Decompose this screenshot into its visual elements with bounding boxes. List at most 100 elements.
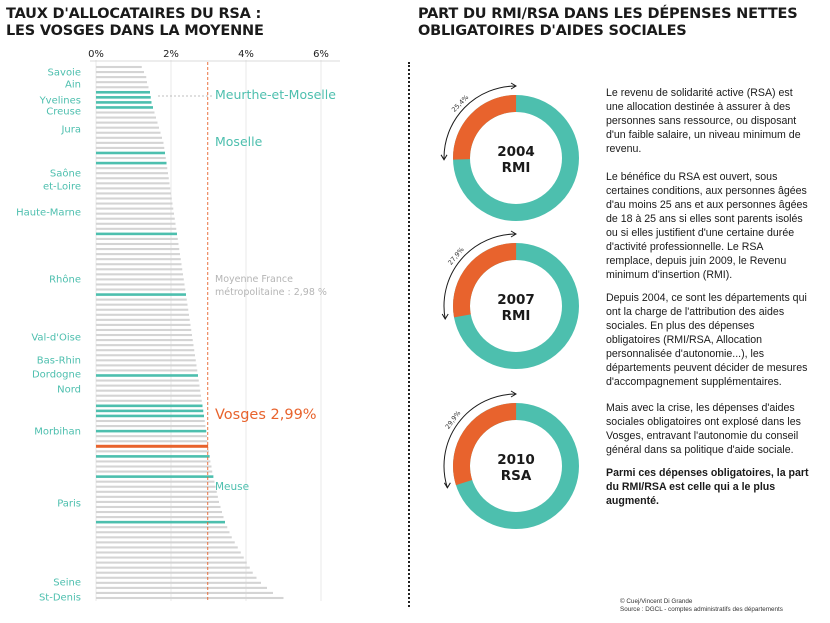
bar <box>96 596 284 600</box>
bar <box>96 268 183 271</box>
tick-label: 0% <box>88 49 104 60</box>
department-label: Ain <box>65 80 81 91</box>
bar <box>96 354 195 357</box>
department-label: Val-d'Oise <box>31 333 81 344</box>
arrowhead <box>441 313 449 321</box>
bar <box>96 288 186 291</box>
share-arc <box>443 85 517 160</box>
bar <box>96 379 199 382</box>
donut-share-segment <box>453 95 579 221</box>
reference-label-line2: métropolitaine : 2,98 % <box>215 287 327 298</box>
bar <box>96 333 192 337</box>
donut-hole <box>470 420 562 512</box>
bar <box>96 263 182 266</box>
bar <box>96 121 158 124</box>
credit-text: © Cuej/Vincent Di Grande <box>620 598 693 605</box>
bar <box>96 141 164 144</box>
bar <box>96 258 181 261</box>
bar <box>96 425 206 428</box>
bar <box>96 490 217 493</box>
department-label: Haute-Marne <box>16 208 81 219</box>
bar <box>96 151 165 155</box>
arrowhead <box>510 230 517 238</box>
bar <box>96 298 187 301</box>
bar <box>96 156 166 160</box>
bar <box>96 86 149 89</box>
bar <box>96 465 212 468</box>
bar <box>96 323 191 326</box>
share-label: 29,9% <box>444 409 463 430</box>
department-label: Morbihan <box>34 427 81 438</box>
donut-type-label: RMI <box>502 160 531 176</box>
bar <box>96 444 209 448</box>
share-arc <box>443 393 517 488</box>
bar <box>96 389 201 392</box>
left-chart-title: TAUX D'ALLOCATAIRES DU RSA : LES VOSGES … <box>6 6 264 39</box>
donut-hole <box>470 112 562 204</box>
bar <box>96 172 168 175</box>
bar <box>96 500 219 503</box>
arrowhead <box>443 482 451 489</box>
bar <box>96 187 171 190</box>
department-label: Nord <box>57 385 81 396</box>
department-label: Seine <box>53 578 81 589</box>
bar <box>96 232 177 236</box>
donut-type-label: RMI <box>502 308 531 324</box>
bar <box>96 551 241 554</box>
right-chart-title: PART DU RMI/RSA DANS LES DÉPENSES NETTES… <box>418 6 798 39</box>
bar <box>96 475 214 478</box>
arrowhead <box>440 154 448 161</box>
bar <box>96 510 222 514</box>
bar <box>96 546 238 549</box>
bar <box>96 182 170 185</box>
bar <box>96 237 178 240</box>
callout-meuse: Meuse <box>215 481 249 493</box>
bar <box>96 591 273 594</box>
bar <box>96 339 193 342</box>
bar <box>96 192 171 195</box>
bar <box>96 106 153 109</box>
bar <box>96 111 155 114</box>
tick-label: 6% <box>313 49 329 60</box>
bar <box>96 520 225 524</box>
bar <box>96 167 168 170</box>
bar <box>96 581 261 584</box>
bar <box>96 369 198 372</box>
bar <box>96 253 180 256</box>
bar <box>96 207 174 210</box>
department-label: Rhône <box>49 274 81 286</box>
bar <box>96 101 152 104</box>
bar <box>96 384 200 387</box>
bar <box>96 409 204 413</box>
callout-vosges: Vosges 2,99% <box>215 407 317 423</box>
bar <box>96 273 183 276</box>
arrowhead <box>510 390 517 398</box>
bar <box>96 293 186 296</box>
bar <box>96 308 189 311</box>
bar <box>96 460 211 463</box>
bar <box>96 116 156 119</box>
paragraph-3: Depuis 2004, ce sont les départements qu… <box>606 292 808 388</box>
bar <box>96 90 150 94</box>
bar <box>96 435 207 438</box>
department-label: Saône <box>50 168 81 180</box>
bar <box>96 217 175 220</box>
bar <box>96 126 159 129</box>
bar <box>96 328 192 332</box>
bar <box>96 505 221 509</box>
bar <box>96 571 253 574</box>
bar <box>96 414 204 418</box>
paragraph-1: Le revenu de solidarité active (RSA) est… <box>606 87 801 155</box>
department-label: et-Loire <box>43 182 81 193</box>
bar <box>96 202 173 205</box>
bar <box>96 541 235 544</box>
department-label: Yvelines <box>39 96 81 107</box>
bar <box>96 470 213 473</box>
bar <box>96 536 232 539</box>
bar <box>96 136 162 139</box>
bar <box>96 485 216 488</box>
bar <box>96 242 179 246</box>
bar <box>96 197 172 200</box>
callout-meurthe-et-moselle: Meurthe-et-Moselle <box>215 87 336 102</box>
